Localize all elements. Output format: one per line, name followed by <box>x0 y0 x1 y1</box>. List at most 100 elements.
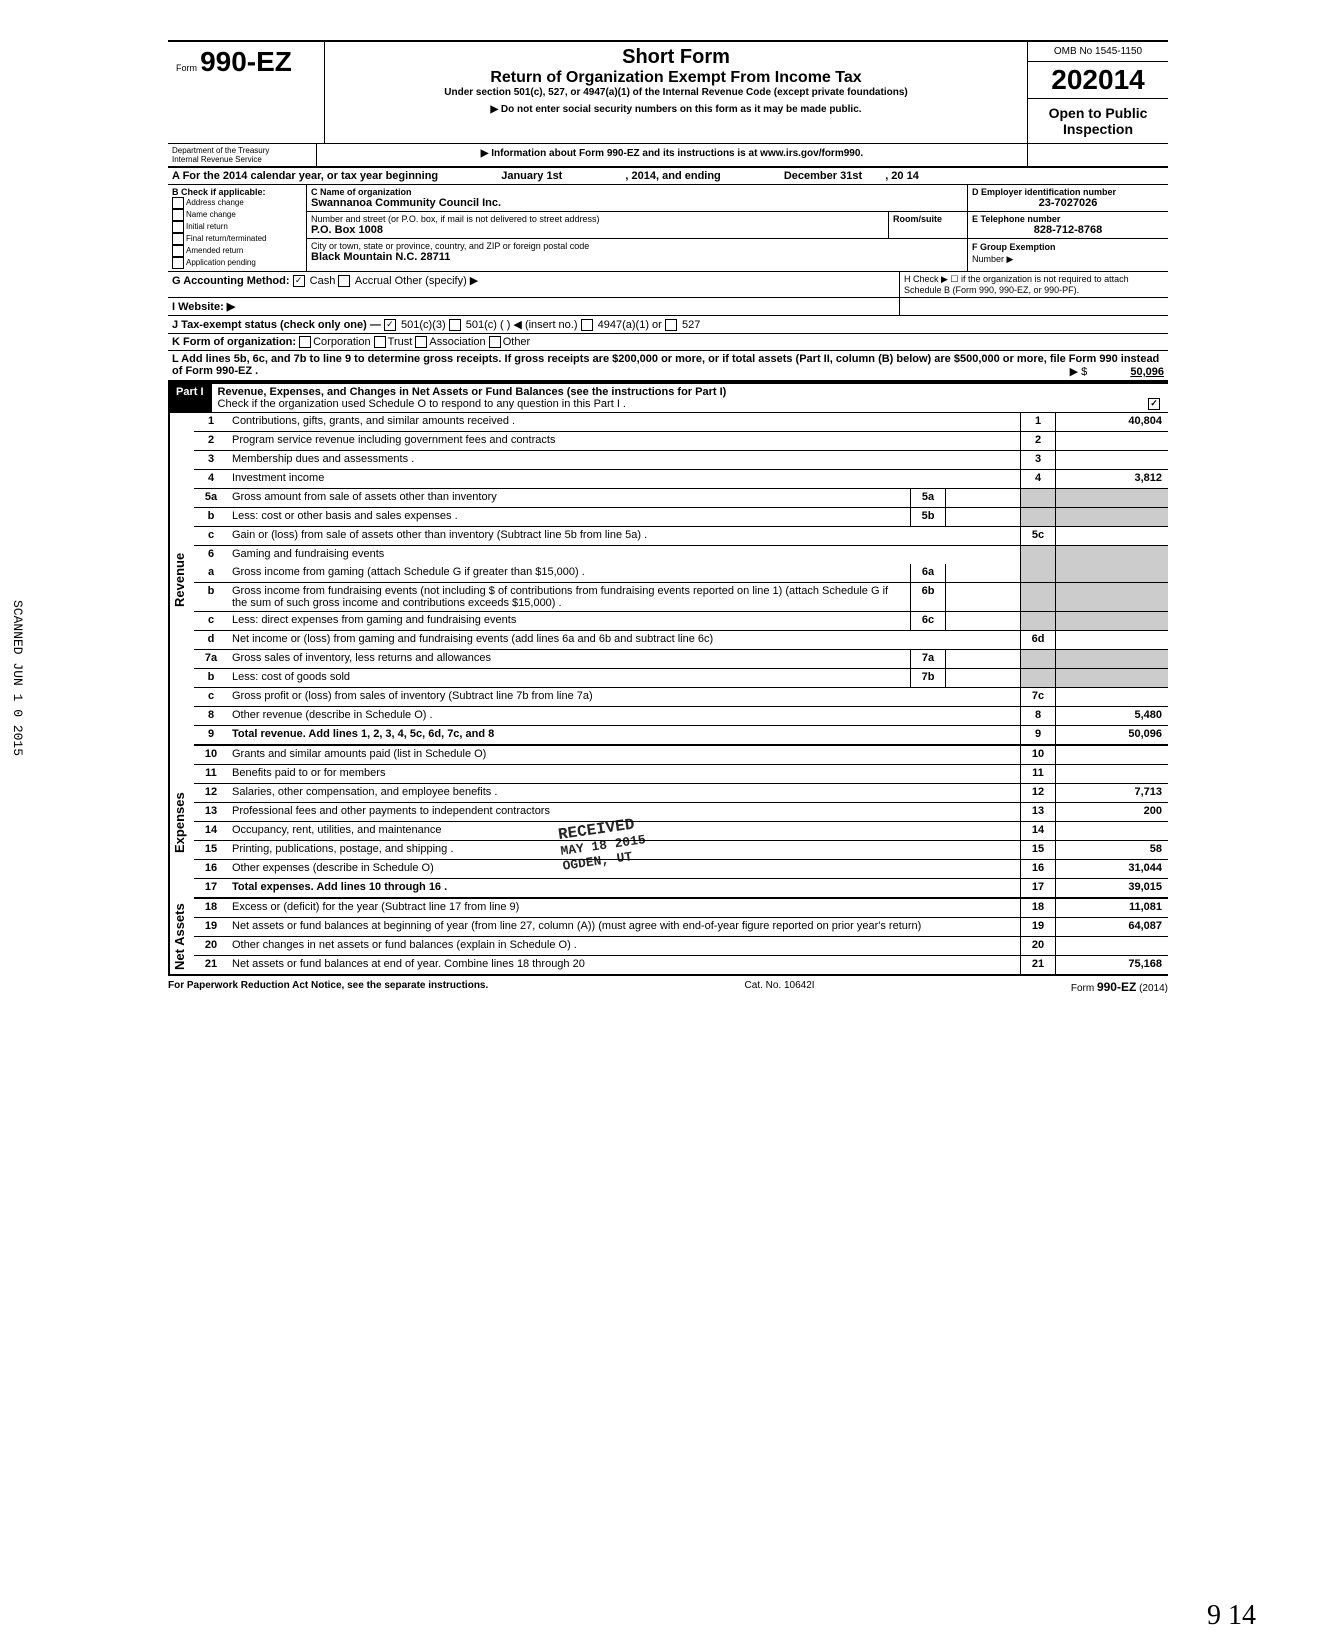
n11: 11 <box>194 765 228 783</box>
part1-check: Check if the organization used Schedule … <box>218 398 626 410</box>
sh7a <box>1020 650 1055 668</box>
bcdef-block: B Check if applicable: Address change Na… <box>168 185 1168 272</box>
sha5b <box>1055 508 1168 526</box>
sb6c: 6c <box>910 612 946 630</box>
b20: 20 <box>1020 937 1055 955</box>
n2: 2 <box>194 432 228 450</box>
year-box: OMB No 1545-1150 202014 Open to Public I… <box>1027 42 1168 143</box>
box-e-label: E Telephone number <box>972 214 1164 224</box>
schedule-o-checkbox[interactable] <box>1148 398 1160 410</box>
netassets-section: Net Assets 18Excess or (deficit) for the… <box>168 899 1168 976</box>
a2 <box>1055 432 1168 450</box>
n9: 9 <box>194 726 228 744</box>
sa5a <box>946 489 1020 507</box>
dept-note: ▶ Information about Form 990-EZ and its … <box>317 144 1027 166</box>
omb-number: OMB No 1545-1150 <box>1028 42 1168 62</box>
line-i-label: I Website: ▶ <box>172 301 235 313</box>
t18: Excess or (deficit) for the year (Subtra… <box>228 899 1020 917</box>
corp-checkbox[interactable] <box>299 336 311 348</box>
revenue-section: Revenue 1Contributions, gifts, grants, a… <box>168 413 1168 746</box>
footer-mid: Cat. No. 10642I <box>745 980 815 994</box>
sh5b <box>1020 508 1055 526</box>
n5b: b <box>194 508 228 526</box>
insert-label: ) ◀ (insert no.) <box>507 319 578 331</box>
org-name: Swannanoa Community Council Inc. <box>311 197 963 209</box>
t8: Other revenue (describe in Schedule O) . <box>228 707 1020 725</box>
box-def: D Employer identification number 23-7027… <box>968 185 1168 271</box>
b4n: 4 <box>1020 470 1055 488</box>
part1-label: Part I <box>168 384 212 412</box>
t9: Total revenue. Add lines 1, 2, 3, 4, 5c,… <box>228 726 1020 744</box>
box-c-label: C Name of organization <box>311 187 963 197</box>
b1n: 1 <box>1020 413 1055 431</box>
n5c: c <box>194 527 228 545</box>
n6c: c <box>194 612 228 630</box>
501c3-checkbox[interactable] <box>384 319 396 331</box>
4947-checkbox[interactable] <box>581 319 593 331</box>
t5b: Less: cost or other basis and sales expe… <box>228 508 910 526</box>
sa6a <box>946 564 1020 582</box>
form-990ez: Form 990-EZ Short Form Return of Organiz… <box>168 40 1168 994</box>
sh6 <box>1020 546 1055 564</box>
sha6 <box>1055 546 1168 564</box>
b6d: 6d <box>1020 631 1055 649</box>
n4: 4 <box>194 470 228 488</box>
dept-left: Department of the Treasury Internal Reve… <box>168 144 317 166</box>
sb6b: 6b <box>910 583 946 611</box>
sb7a: 7a <box>910 650 946 668</box>
b11: 11 <box>1020 765 1055 783</box>
sh6c <box>1020 612 1055 630</box>
dept-treasury: Department of the Treasury <box>172 146 312 155</box>
line-l-arrow: ▶ $ <box>1070 366 1088 378</box>
b12: 12 <box>1020 784 1055 802</box>
k0: Corporation <box>313 336 370 348</box>
b2n: 2 <box>1020 432 1055 450</box>
b7c: 7c <box>1020 688 1055 706</box>
a1: 40,804 <box>1055 413 1168 431</box>
t15: Printing, publications, postage, and shi… <box>228 841 1020 859</box>
b-item-5[interactable]: Application pending <box>172 257 302 269</box>
b9: 9 <box>1020 726 1055 744</box>
a20 <box>1055 937 1168 955</box>
a3 <box>1055 451 1168 469</box>
t21: Net assets or fund balances at end of ye… <box>228 956 1020 974</box>
b-item-2[interactable]: Initial return <box>172 221 302 233</box>
n15: 15 <box>194 841 228 859</box>
b17: 17 <box>1020 879 1055 897</box>
sha6a <box>1055 564 1168 582</box>
501c3-label: 501(c)(3) <box>401 319 446 331</box>
b-item-0[interactable]: Address change <box>172 197 302 209</box>
assoc-checkbox[interactable] <box>415 336 427 348</box>
sh7b <box>1020 669 1055 687</box>
open-public: Open to Public Inspection <box>1028 99 1168 143</box>
year-digits: 2014 <box>1082 64 1144 95</box>
b-item-4[interactable]: Amended return <box>172 245 302 257</box>
t7a: Gross sales of inventory, less returns a… <box>228 650 910 668</box>
n8: 8 <box>194 707 228 725</box>
sb7b: 7b <box>910 669 946 687</box>
b-item-3[interactable]: Final return/terminated <box>172 233 302 245</box>
n13: 13 <box>194 803 228 821</box>
line-l-value: 50,096 <box>1130 366 1164 378</box>
footer: For Paperwork Reduction Act Notice, see … <box>168 976 1168 994</box>
sa6b <box>946 583 1020 611</box>
b-item-1[interactable]: Name change <box>172 209 302 221</box>
sha6b <box>1055 583 1168 611</box>
trust-checkbox[interactable] <box>374 336 386 348</box>
box-b: B Check if applicable: Address change Na… <box>168 185 307 271</box>
t6d: Net income or (loss) from gaming and fun… <box>228 631 1020 649</box>
t4: Investment income <box>228 470 1020 488</box>
room-label: Room/suite <box>893 214 963 224</box>
527-checkbox[interactable] <box>665 319 677 331</box>
accrual-checkbox[interactable] <box>338 275 350 287</box>
line-l: L Add lines 5b, 6c, and 7b to line 9 to … <box>168 351 1168 382</box>
other-checkbox[interactable] <box>489 336 501 348</box>
cash-checkbox[interactable] <box>293 275 305 287</box>
501c-checkbox[interactable] <box>449 319 461 331</box>
n19: 19 <box>194 918 228 936</box>
header-row: Form 990-EZ Short Form Return of Organiz… <box>168 40 1168 144</box>
part1-title-text: Revenue, Expenses, and Changes in Net As… <box>218 386 727 398</box>
box-d-label: D Employer identification number <box>972 187 1164 197</box>
sh5a <box>1020 489 1055 507</box>
a17: 39,015 <box>1055 879 1168 897</box>
